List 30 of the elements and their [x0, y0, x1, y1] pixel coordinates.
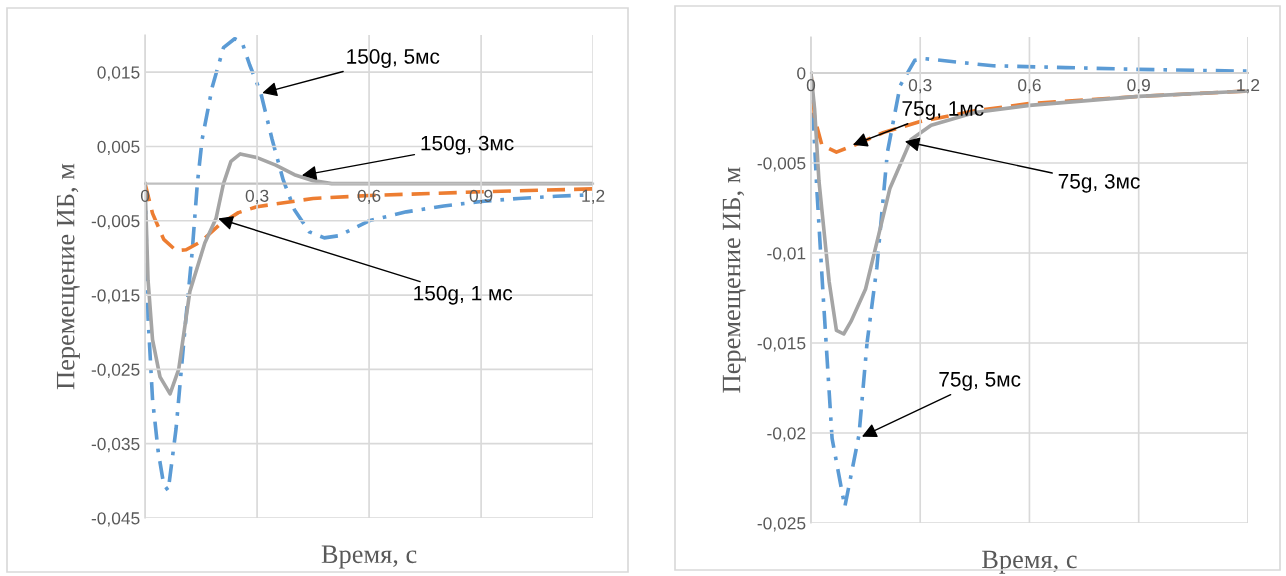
y-tick-label: -0,025 [91, 363, 140, 378]
annotation: 150g, 3мс [421, 135, 514, 155]
annotation: 150g, 5мс [347, 49, 440, 68]
y-axis-title: Перемещение ИБ, м [722, 167, 746, 393]
annotation: 75g, 1мс [902, 101, 984, 120]
y-axis-title: Перемещение ИБ, м [56, 163, 80, 390]
annotation: 75g, 3мс [1058, 173, 1140, 193]
y-tick-label: -0,045 [91, 512, 140, 527]
y-tick-label: -0,005 [757, 157, 806, 172]
annotation: 150g, 1 мс [414, 285, 513, 305]
y-tick-label: -0,015 [91, 289, 140, 304]
x-axis-title: Время, с [982, 550, 1077, 574]
y-tick-label: 0,005 [97, 140, 140, 155]
y-tick-label: -0,015 [757, 337, 806, 352]
y-tick-label: 0 [797, 67, 806, 80]
y-tick-label: -0,01 [767, 247, 806, 262]
x-tick-label: 0,3 [908, 79, 932, 94]
y-tick-label: -0,005 [91, 214, 140, 230]
x-tick-label: 1,2 [1237, 79, 1260, 94]
annotation: 75g, 5мс [939, 372, 1021, 391]
y-tick-label: 0,015 [97, 66, 140, 81]
x-tick-label: 0,3 [245, 189, 269, 204]
x-tick-label: 0 [806, 79, 816, 92]
x-axis-title: Время, с [321, 545, 417, 569]
y-tick-label: -0,025 [757, 517, 806, 532]
x-tick-label: 1,2 [582, 189, 605, 204]
x-tick-label: 0,9 [1127, 79, 1150, 94]
y-tick-label: -0,035 [91, 437, 140, 453]
y-tick-label: -0,02 [767, 427, 806, 442]
x-tick-label: 0,6 [1018, 79, 1041, 94]
